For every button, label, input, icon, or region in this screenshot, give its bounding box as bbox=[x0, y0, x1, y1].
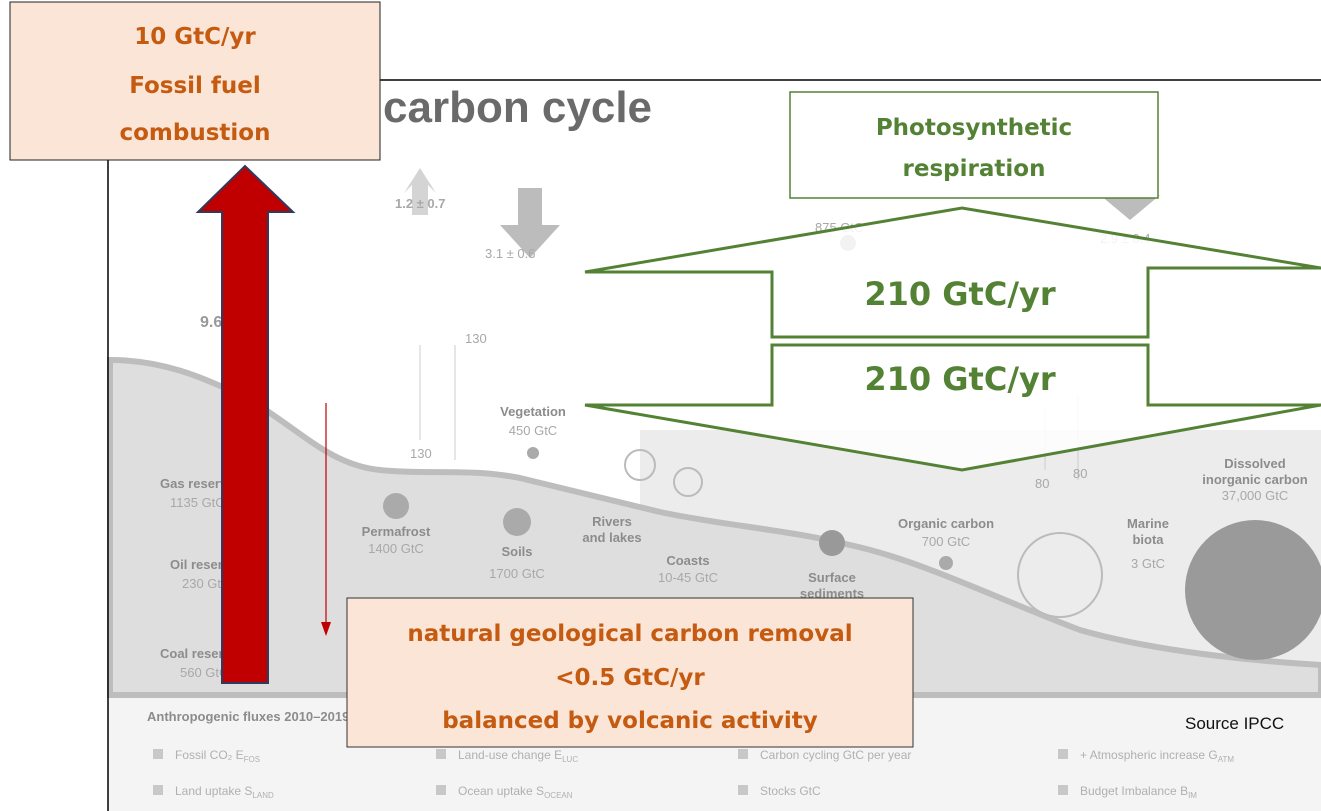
stock-dot bbox=[1185, 520, 1321, 660]
fossil-box bbox=[9, 1, 381, 161]
legend-item: Land-use change ELUC bbox=[458, 748, 578, 764]
stock-dot bbox=[939, 556, 953, 570]
label: Organic carbon bbox=[898, 516, 994, 531]
label: 10-45 GtC bbox=[658, 570, 718, 585]
cycle-icon bbox=[624, 449, 656, 481]
stock-dot bbox=[383, 493, 409, 519]
legend-icon bbox=[153, 749, 163, 759]
label: and lakes bbox=[582, 530, 641, 545]
legend-text: Land uptake S bbox=[175, 784, 252, 798]
legend-heading: Anthropogenic fluxes 2010–2019 bbox=[147, 709, 349, 724]
stock-dot bbox=[819, 530, 845, 556]
label: 3 GtC bbox=[1131, 556, 1165, 571]
legend-text: + Atmospheric increase G bbox=[1080, 748, 1218, 762]
legend-icon bbox=[436, 749, 446, 759]
label: 1400 GtC bbox=[368, 541, 424, 556]
legend-icon bbox=[738, 785, 748, 795]
legend-icon bbox=[1058, 785, 1068, 795]
flux-up-label: 210 GtC/yr bbox=[864, 275, 1056, 313]
label: 1700 GtC bbox=[489, 566, 545, 581]
legend-item: Stocks GtC bbox=[760, 784, 821, 798]
luc-arrow bbox=[404, 168, 436, 215]
legend-sub: IM bbox=[1188, 791, 1197, 800]
geo-text: balanced by volcanic activity bbox=[442, 708, 818, 734]
label: Dissolved bbox=[1224, 456, 1285, 471]
fossil-text: 10 GtC/yr bbox=[134, 24, 256, 50]
label: 1.2 ± 0.7 bbox=[395, 196, 446, 211]
legend-text: Land-use change E bbox=[458, 748, 562, 762]
legend-item: Fossil CO₂ EFOS bbox=[175, 748, 260, 764]
flux-up-arrow bbox=[584, 206, 1321, 339]
label: 230 GtC bbox=[182, 576, 230, 591]
label: Coasts bbox=[666, 553, 709, 568]
label: 37,000 GtC bbox=[1222, 488, 1289, 503]
label: 130 bbox=[465, 331, 487, 346]
legend-icon bbox=[153, 785, 163, 795]
label: 80 bbox=[1073, 466, 1087, 481]
land-uptake-arrow bbox=[500, 188, 560, 258]
source: Source IPCC bbox=[1185, 714, 1284, 733]
ocean-uptake-arrow bbox=[1100, 195, 1160, 220]
label: Vegetation bbox=[500, 404, 566, 419]
label: Rivers bbox=[592, 514, 632, 529]
fossil-text: combustion bbox=[120, 120, 271, 146]
legend-item: + Atmospheric increase GATM bbox=[1080, 748, 1234, 764]
photo-text: respiration bbox=[903, 156, 1046, 182]
legend-text: Fossil CO₂ E bbox=[175, 748, 244, 762]
legend-sub: LAND bbox=[252, 791, 274, 800]
photo-text: Photosynthetic bbox=[876, 115, 1072, 141]
label: biota bbox=[1132, 532, 1164, 547]
label: Marine bbox=[1127, 516, 1169, 531]
fossil-arrow bbox=[195, 164, 296, 684]
label: 3.1 ± 0.6 bbox=[485, 246, 536, 261]
stock-dot bbox=[527, 447, 539, 459]
flux-down-label: 210 GtC/yr bbox=[864, 360, 1056, 398]
label: 700 GtC bbox=[922, 534, 970, 549]
label: inorganic carbon bbox=[1202, 472, 1308, 487]
cycle-icon bbox=[1017, 532, 1103, 618]
legend-sub: ATM bbox=[1218, 755, 1235, 764]
label: 130 bbox=[410, 446, 432, 461]
label: 560 GtC bbox=[180, 665, 228, 680]
label: Soils bbox=[501, 544, 532, 559]
legend-item: Budget Imbalance BIM bbox=[1080, 784, 1197, 800]
legend: Fossil CO₂ EFOS Land uptake SLAND Land-use… bbox=[153, 748, 1234, 800]
label: Surface bbox=[808, 570, 856, 585]
legend-sub: LUC bbox=[562, 755, 578, 764]
legend-text: Budget Imbalance B bbox=[1080, 784, 1188, 798]
geo-text: <0.5 GtC/yr bbox=[555, 665, 705, 691]
label: Permafrost bbox=[362, 524, 431, 539]
label: sediments bbox=[800, 586, 864, 601]
legend-icon bbox=[738, 749, 748, 759]
legend-item: Carbon cycling GtC per year bbox=[760, 748, 911, 762]
legend-text: Carbon cycling GtC per year bbox=[760, 748, 911, 762]
geo-box bbox=[346, 597, 914, 748]
figure-title: carbon cycle bbox=[383, 83, 652, 132]
flux-down-arrow bbox=[584, 343, 1321, 472]
geo-arrow-head bbox=[321, 622, 331, 636]
cycle-icon bbox=[673, 467, 703, 497]
legend-item: Land uptake SLAND bbox=[175, 784, 274, 800]
legend-text: Ocean uptake S bbox=[458, 784, 544, 798]
label: 450 GtC bbox=[509, 423, 557, 438]
legend-icon bbox=[436, 785, 446, 795]
photo-box bbox=[789, 91, 1159, 199]
label: 80 bbox=[1035, 476, 1049, 491]
legend-icon bbox=[1058, 749, 1068, 759]
legend-text: Stocks GtC bbox=[760, 784, 821, 798]
stock-dot bbox=[503, 508, 531, 536]
geo-text: natural geological carbon removal bbox=[407, 621, 852, 647]
legend-sub: FOS bbox=[244, 755, 260, 764]
label: 1.2 ± 0.7 bbox=[395, 196, 446, 211]
legend-sub: OCEAN bbox=[544, 791, 573, 800]
legend-item: Ocean uptake SOCEAN bbox=[458, 784, 573, 800]
fossil-text: Fossil fuel bbox=[129, 73, 261, 99]
label: 1135 GtC bbox=[170, 495, 225, 510]
